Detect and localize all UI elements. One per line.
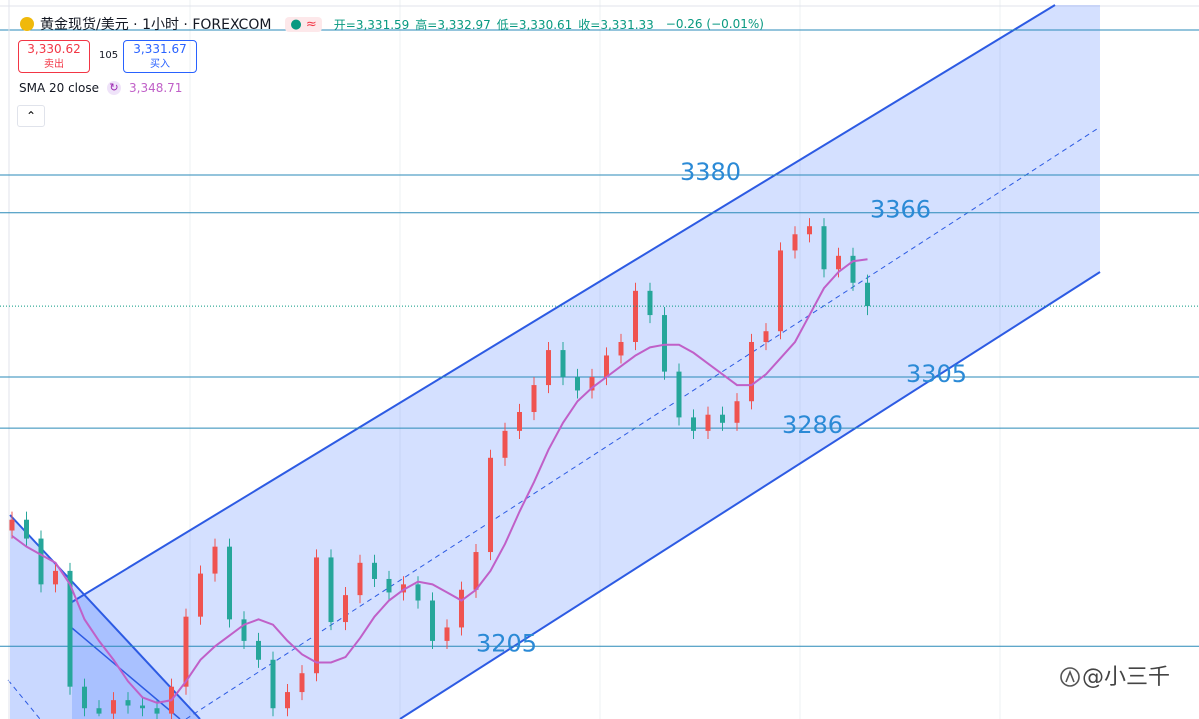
candle-body: [415, 584, 421, 601]
candle-body: [270, 659, 276, 709]
sell-label: 卖出: [44, 59, 64, 70]
indicator-icon[interactable]: ↻: [107, 81, 121, 95]
channel-upper: [71, 4, 1056, 603]
candle-body: [96, 708, 102, 714]
candle-body: [140, 705, 145, 709]
candle-body: [647, 290, 653, 316]
left-channel-2: [71, 627, 181, 719]
candle-body: [285, 692, 290, 709]
candle-body: [836, 255, 841, 270]
watermark: @小三千: [1082, 665, 1170, 690]
candle-body: [720, 414, 725, 423]
candle-body: [444, 627, 450, 641]
candle-body: [343, 595, 348, 623]
candle-body: [67, 570, 73, 687]
candle-body: [256, 640, 261, 660]
candle-body: [691, 417, 696, 431]
candle-body: [241, 619, 247, 641]
watermark-logo: [1060, 667, 1080, 687]
sell-price: 3,330.62: [27, 42, 81, 56]
candle-body: [734, 401, 740, 423]
candle-body: [198, 573, 203, 617]
candle-body: [372, 562, 377, 579]
candle-body: [183, 616, 189, 687]
candle-body: [299, 673, 305, 693]
candle-body: [212, 546, 218, 574]
ohlc-item: 收=3,331.33: [578, 17, 654, 32]
header-row: 黄金现货/美元 · 1小时 · FOREXCOM ● ≈ 开=3,331.59 高…: [20, 14, 764, 34]
series-layer: 3380 3366 3305 3286 3205: [0, 158, 1199, 719]
candle-body: [227, 546, 232, 620]
candle-body: [154, 708, 160, 714]
candle-body: [502, 430, 508, 458]
candle-body: [604, 355, 609, 378]
candle-body: [357, 562, 363, 596]
level-label: 3366: [870, 196, 931, 224]
candle-body: [401, 584, 406, 593]
candle-body: [778, 250, 783, 332]
channel-mid: [185, 126, 1101, 719]
candle-body: [792, 234, 798, 251]
candle-body: [517, 412, 522, 431]
channel-fill: [72, 5, 1100, 719]
candle-body: [386, 578, 392, 593]
sma-line: [11, 258, 868, 704]
sell-button[interactable]: 3,330.62 卖出: [18, 40, 90, 73]
candle-body: [560, 350, 566, 378]
collapse-button[interactable]: ⌃: [17, 105, 45, 127]
change: −0.26 (−0.01%): [665, 17, 764, 31]
level-label: 3305: [906, 360, 967, 388]
ohlc-item: 开=3,331.59: [333, 17, 410, 32]
indicator-value: 3,348.71: [129, 81, 183, 95]
candle-body: [111, 700, 116, 714]
candle-body: [662, 315, 667, 372]
indicator-row: SMA 20 close ↻ 3,348.71: [19, 81, 182, 95]
ohlc: 开=3,331.59 高=3,332.97 低=3,330.61 收=3,331.33: [334, 16, 660, 33]
candle-body: [821, 226, 827, 270]
candle-body: [328, 557, 334, 623]
channel-lower: [399, 271, 1101, 719]
candle-body: [676, 371, 682, 418]
candle-body: [749, 341, 754, 402]
candle-body: [705, 414, 711, 431]
candle-body: [9, 519, 15, 531]
status: ● ≈: [285, 16, 322, 32]
candle-body: [618, 341, 624, 356]
symbol: 黄金现货/美元 · 1小时 · FOREXCOM: [40, 17, 272, 33]
candle-body: [53, 570, 58, 585]
spread: 105: [99, 50, 119, 61]
buy-price: 3,331.67: [133, 42, 187, 56]
candle-body: [38, 538, 44, 585]
buy-label: 买入: [150, 59, 170, 70]
candle-body: [575, 377, 580, 391]
candle-body: [546, 350, 551, 386]
indicator-name: SMA 20 close: [19, 81, 99, 95]
level-label: 3380: [680, 158, 741, 186]
candle-body: [314, 557, 319, 674]
candle-body: [82, 686, 87, 709]
candle-body: [473, 552, 479, 590]
candle-body: [850, 255, 856, 283]
level-label: 3286: [782, 411, 843, 439]
ohlc-item: 高=3,332.97: [415, 17, 491, 32]
candle-body: [125, 700, 131, 706]
candle-body: [459, 589, 464, 628]
buy-button[interactable]: 3,331.67 买入: [123, 40, 197, 73]
candle-body: [531, 385, 537, 413]
candle-body: [763, 331, 769, 342]
candle-body: [430, 600, 435, 641]
grid: [189, 0, 1001, 719]
candle-body: [633, 290, 638, 342]
candle-body: [807, 226, 812, 235]
candle-body: [24, 519, 29, 539]
candle-body: [865, 282, 870, 307]
ohlc-item: 低=3,330.61: [496, 17, 573, 32]
candle-body: [589, 377, 595, 391]
level-label: 3205: [476, 629, 537, 657]
symbol-icon: [20, 17, 34, 31]
candle-body: [488, 457, 493, 553]
